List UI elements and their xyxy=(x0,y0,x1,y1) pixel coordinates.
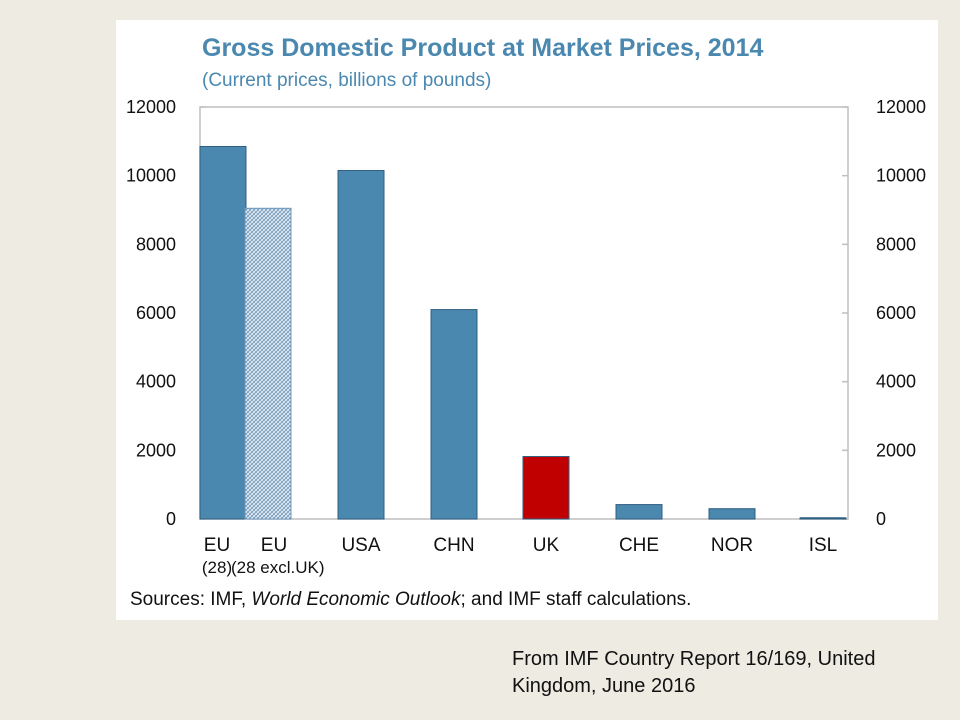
x-category-label: CHN xyxy=(433,535,474,556)
footer-note: From IMF Country Report 16/169, United K… xyxy=(512,648,876,697)
y-tick-label-left: 8000 xyxy=(136,234,176,254)
chart-subtitle: (Current prices, billions of pounds) xyxy=(202,70,491,91)
x-category-label: EU xyxy=(261,535,287,556)
y-tick-label-left: 4000 xyxy=(136,372,176,392)
bar-uk xyxy=(522,456,570,520)
x-category-label: CHE xyxy=(619,535,659,556)
x-category-label: ISL xyxy=(809,535,838,556)
x-category-label: USA xyxy=(341,535,380,556)
y-tick-label-left: 10000 xyxy=(126,166,176,186)
x-category-label: EU xyxy=(204,535,230,556)
y-tick-label-right: 6000 xyxy=(876,303,916,323)
y-tick-label-left: 0 xyxy=(166,509,176,529)
x-category-label: (28 excl.UK) xyxy=(231,558,325,577)
bar-eu-28-excl-uk xyxy=(244,207,292,520)
gdp-bar-chart: Gross Domestic Product at Market Prices,… xyxy=(126,34,926,610)
chart-panel: Gross Domestic Product at Market Prices,… xyxy=(116,20,938,620)
y-tick-label-right: 12000 xyxy=(876,97,926,117)
y-tick-label-left: 12000 xyxy=(126,97,176,117)
source-italic: World Economic Outlook xyxy=(251,589,462,610)
x-category-label: UK xyxy=(533,535,560,556)
chart-source: Sources: IMF, World Economic Outlook; an… xyxy=(130,589,691,610)
bar-chn xyxy=(430,309,478,520)
y-tick-label-right: 8000 xyxy=(876,234,916,254)
y-tick-label-left: 6000 xyxy=(136,303,176,323)
source-suffix: ; and IMF staff calculations. xyxy=(461,589,692,610)
bar-che xyxy=(615,504,663,520)
chart-title: Gross Domestic Product at Market Prices,… xyxy=(202,34,763,62)
bar-eu-28 xyxy=(199,145,247,520)
bar-nor xyxy=(708,508,756,520)
y-tick-label-right: 10000 xyxy=(876,166,926,186)
y-tick-label-right: 0 xyxy=(876,509,886,529)
bar-usa xyxy=(337,170,385,520)
y-tick-label-right: 4000 xyxy=(876,372,916,392)
source-prefix: Sources: IMF, xyxy=(130,589,251,610)
y-tick-label-left: 2000 xyxy=(136,440,176,460)
x-category-label: NOR xyxy=(711,535,753,556)
y-tick-label-right: 2000 xyxy=(876,440,916,460)
x-category-label: (28) xyxy=(202,558,232,577)
